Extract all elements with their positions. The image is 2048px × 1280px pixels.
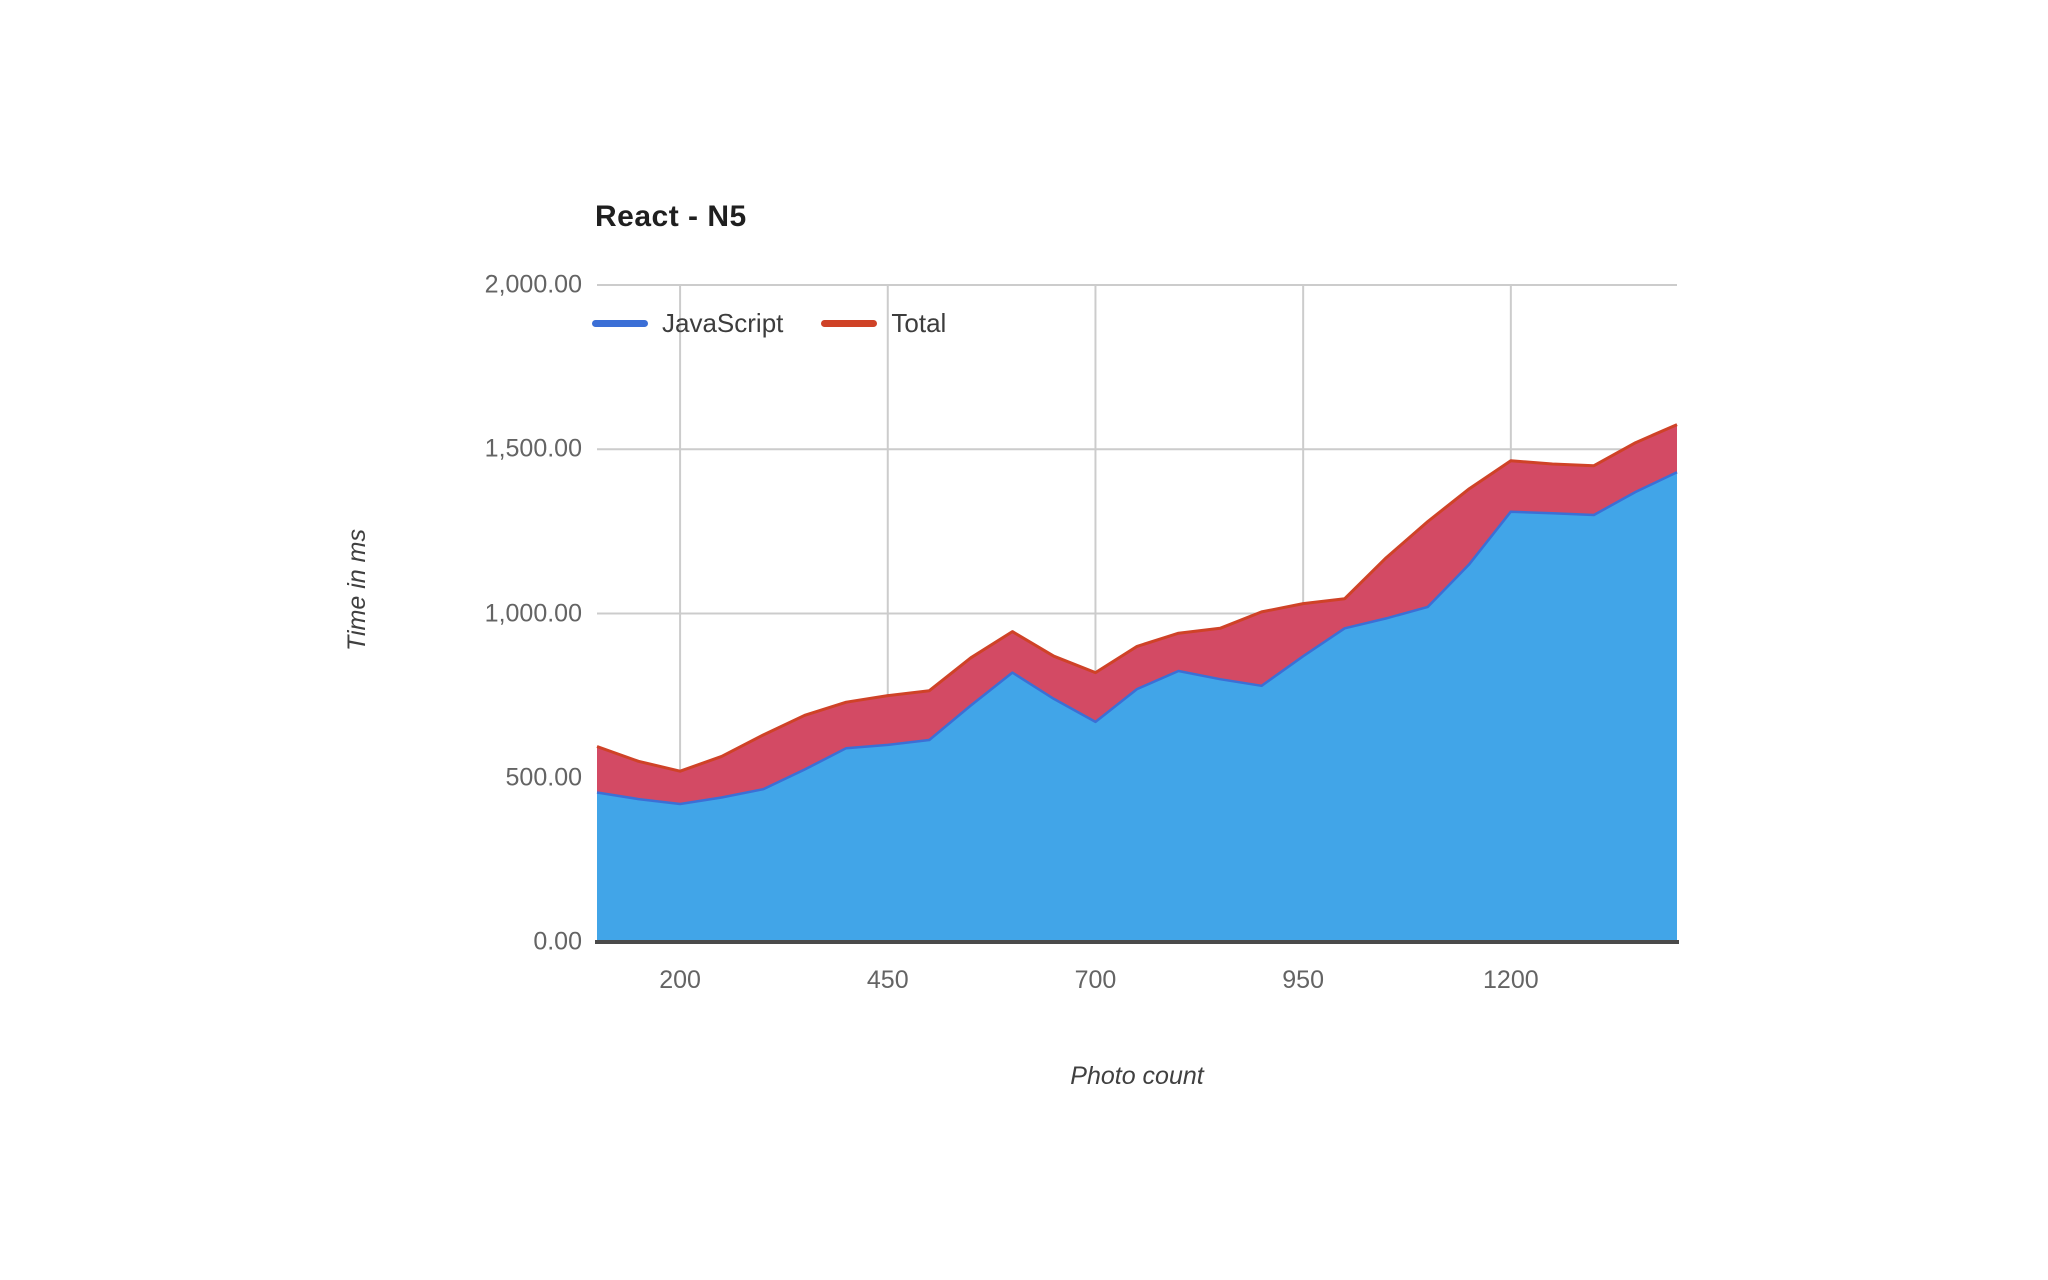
- x-axis-tick-label: 200: [659, 966, 701, 994]
- x-axis-title: Photo count: [1070, 1062, 1204, 1090]
- legend-item-total: Total: [821, 308, 946, 339]
- y-axis-tick-label: 2,000.00: [484, 270, 582, 299]
- y-axis-tick-label: 1,500.00: [484, 434, 582, 463]
- y-axis-title: Time in ms: [343, 529, 371, 652]
- y-axis-tick-label: 500.00: [505, 763, 582, 792]
- total-series-swatch-icon: [821, 320, 878, 327]
- javascript-area: [597, 472, 1677, 942]
- x-axis-tick-label: 1200: [1483, 966, 1539, 994]
- y-axis-tick-label: 1,000.00: [484, 599, 582, 627]
- chart-title: React - N5: [595, 200, 747, 233]
- x-axis-tick-label: 950: [1282, 966, 1324, 994]
- javascript-series-swatch-icon: [592, 320, 648, 327]
- legend-label-total: Total: [891, 308, 947, 338]
- y-axis-tick-label: 0.00: [533, 927, 582, 956]
- javascript-line: [596, 471, 1678, 806]
- chart-legend: JavaScript Total: [592, 308, 946, 339]
- legend-item-javascript: JavaScript: [592, 308, 783, 339]
- total-line: [596, 423, 1678, 773]
- x-axis-tick-label: 700: [1074, 966, 1117, 994]
- x-axis-tick-label: 450: [866, 966, 909, 994]
- legend-label-javascript: JavaScript: [662, 308, 784, 338]
